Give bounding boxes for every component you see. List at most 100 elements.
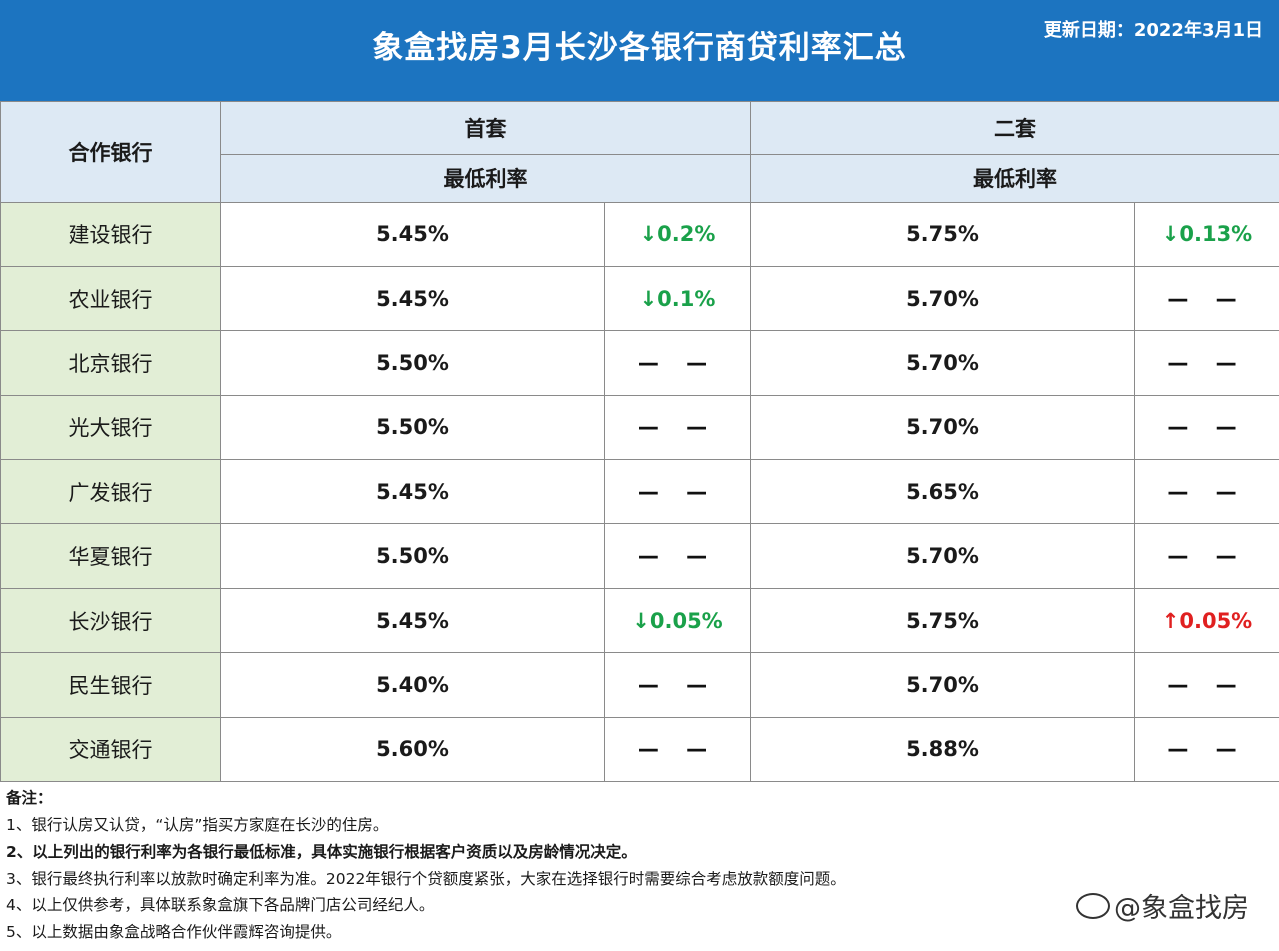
bank-name-cell: 广发银行 xyxy=(0,459,221,525)
second-change-cell-text: — — xyxy=(1167,544,1247,569)
brand-label: @象盒找房 xyxy=(1114,893,1249,924)
first-rate-cell-text: 5.40% xyxy=(376,672,449,697)
first-rate-cell: 5.50% xyxy=(220,394,605,461)
second-rate-cell: 5.75% xyxy=(750,201,1135,267)
second-rate-cell: 5.70% xyxy=(750,523,1135,589)
notes-section: 备注： 1、银行认房又认贷，“认房”指买方家庭在长沙的住房。 2、以上列出的银行… xyxy=(0,783,1279,951)
table-row: 农业银行 5.45% ↓0.1% 5.70% — — xyxy=(0,265,1279,332)
table-row: 交通银行 5.60% — — 5.88% — — xyxy=(0,716,1279,783)
first-rate-cell-text: 5.50% xyxy=(376,415,449,440)
bank-name-cell: 华夏银行 xyxy=(0,523,221,589)
first-rate-cell: 5.40% xyxy=(220,652,605,718)
first-rate-cell: 5.45% xyxy=(220,265,605,332)
subheader-first-min-rate: 最低利率 xyxy=(220,154,751,203)
column-header-first-home: 首套 xyxy=(220,100,751,156)
weibo-icon xyxy=(1076,892,1110,919)
second-rate-cell-text: 5.70% xyxy=(906,672,979,697)
second-rate-cell: 5.70% xyxy=(750,394,1135,461)
second-change-cell-text: — — xyxy=(1167,479,1247,504)
second-rate-cell: 5.70% xyxy=(750,652,1135,718)
bank-name-cell-text: 建设银行 xyxy=(68,223,153,248)
first-rate-cell: 5.60% xyxy=(220,716,605,783)
first-change-cell-text: — — xyxy=(637,737,718,762)
first-rate-cell-text: 5.45% xyxy=(376,286,449,311)
second-change-cell: — — xyxy=(1134,523,1279,589)
second-rate-cell-text: 5.70% xyxy=(906,351,979,376)
first-change-cell-text: — — xyxy=(637,672,718,697)
first-change-cell: ↓0.2% xyxy=(604,201,751,267)
first-change-cell: ↓0.05% xyxy=(604,587,751,654)
note-item: 3、银行最终执行利率以放款时确定利率为准。2022年银行个贷额度紧张，大家在选择… xyxy=(6,870,846,888)
bank-name-cell: 民生银行 xyxy=(0,652,221,718)
second-rate-cell: 5.75% xyxy=(750,587,1135,654)
table-row: 长沙银行 5.45% ↓0.05% 5.75% ↑0.05% xyxy=(0,587,1279,654)
second-change-cell-text: — — xyxy=(1167,286,1247,311)
note-item: 2、以上列出的银行利率为各银行最低标准，具体实施银行根据客户资质以及房龄情况决定… xyxy=(6,843,637,861)
first-rate-cell: 5.50% xyxy=(220,330,605,396)
second-rate-cell-text: 5.70% xyxy=(906,415,979,440)
first-change-cell-text: ↓0.2% xyxy=(639,222,716,247)
page-title: 象盒找房3月长沙各银行商贷利率汇总 xyxy=(372,30,907,66)
first-rate-cell: 5.50% xyxy=(220,523,605,589)
second-change-cell-text: ↑0.05% xyxy=(1161,608,1253,633)
first-rate-cell: 5.45% xyxy=(220,587,605,654)
first-rate-cell-text: 5.50% xyxy=(376,351,449,376)
second-change-cell: ↑0.05% xyxy=(1134,587,1279,654)
first-change-cell: — — xyxy=(604,459,751,525)
first-change-cell-text: — — xyxy=(637,351,718,376)
second-rate-cell-text: 5.70% xyxy=(906,286,979,311)
second-change-cell-text: — — xyxy=(1167,672,1247,697)
first-change-cell: — — xyxy=(604,523,751,589)
first-change-cell: — — xyxy=(604,394,751,461)
second-rate-cell-text: 5.70% xyxy=(906,544,979,569)
second-change-cell: — — xyxy=(1134,459,1279,525)
bank-name-cell: 农业银行 xyxy=(0,265,221,332)
second-change-cell: — — xyxy=(1134,716,1279,783)
second-change-cell-text: — — xyxy=(1167,351,1247,376)
table-row: 建设银行 5.45% ↓0.2% 5.75% ↓0.13% xyxy=(0,201,1279,267)
table-row: 光大银行 5.50% — — 5.70% — — xyxy=(0,394,1279,461)
bank-name-cell-text: 光大银行 xyxy=(68,416,153,441)
first-rate-cell-text: 5.45% xyxy=(376,608,449,633)
second-rate-cell-text: 5.88% xyxy=(906,737,979,762)
bank-name-cell-text: 华夏银行 xyxy=(68,545,153,570)
second-rate-cell: 5.70% xyxy=(750,330,1135,396)
bank-name-cell-text: 农业银行 xyxy=(68,287,153,312)
first-change-cell: ↓0.1% xyxy=(604,265,751,332)
second-rate-cell: 5.70% xyxy=(750,265,1135,332)
second-rate-cell: 5.88% xyxy=(750,716,1135,783)
second-change-cell-text: — — xyxy=(1167,415,1247,440)
first-change-cell-text: — — xyxy=(637,479,718,504)
first-rate-cell-text: 5.50% xyxy=(376,544,449,569)
bank-name-cell: 光大银行 xyxy=(0,394,221,461)
first-rate-cell-text: 5.60% xyxy=(376,737,449,762)
second-change-cell: — — xyxy=(1134,330,1279,396)
note-item: 1、银行认房又认贷，“认房”指买方家庭在长沙的住房。 xyxy=(6,816,389,834)
second-rate-cell: 5.65% xyxy=(750,459,1135,525)
second-change-cell: — — xyxy=(1134,394,1279,461)
brand-watermark: @象盒找房 xyxy=(1076,886,1249,925)
second-change-cell-text: — — xyxy=(1167,737,1247,762)
bank-name-cell: 北京银行 xyxy=(0,330,221,396)
first-change-cell-text: ↓0.05% xyxy=(632,608,723,633)
bank-name-cell-text: 北京银行 xyxy=(68,352,153,377)
first-change-cell: — — xyxy=(604,652,751,718)
bank-name-cell-text: 长沙银行 xyxy=(68,609,153,634)
first-change-cell-text: — — xyxy=(637,544,718,569)
bank-name-cell-text: 民生银行 xyxy=(68,673,153,698)
bank-name-cell-text: 交通银行 xyxy=(68,738,153,763)
column-header-bank: 合作银行 xyxy=(0,101,221,203)
bank-name-cell: 建设银行 xyxy=(0,201,221,267)
second-rate-cell-text: 5.65% xyxy=(906,479,979,504)
title-banner: 象盒找房3月长沙各银行商贷利率汇总 更新日期：2022年3月1日 xyxy=(0,0,1279,102)
column-header-second-home: 二套 xyxy=(750,100,1279,156)
first-change-cell-text: — — xyxy=(637,415,718,440)
second-rate-cell-text: 5.75% xyxy=(906,222,979,247)
first-change-cell: — — xyxy=(604,716,751,783)
first-rate-cell: 5.45% xyxy=(220,201,605,267)
update-date: 更新日期：2022年3月1日 xyxy=(1043,20,1263,41)
bank-name-cell: 长沙银行 xyxy=(0,587,221,654)
second-change-cell: — — xyxy=(1134,265,1279,332)
first-rate-cell: 5.45% xyxy=(220,459,605,525)
bank-name-cell-text: 广发银行 xyxy=(68,480,153,505)
